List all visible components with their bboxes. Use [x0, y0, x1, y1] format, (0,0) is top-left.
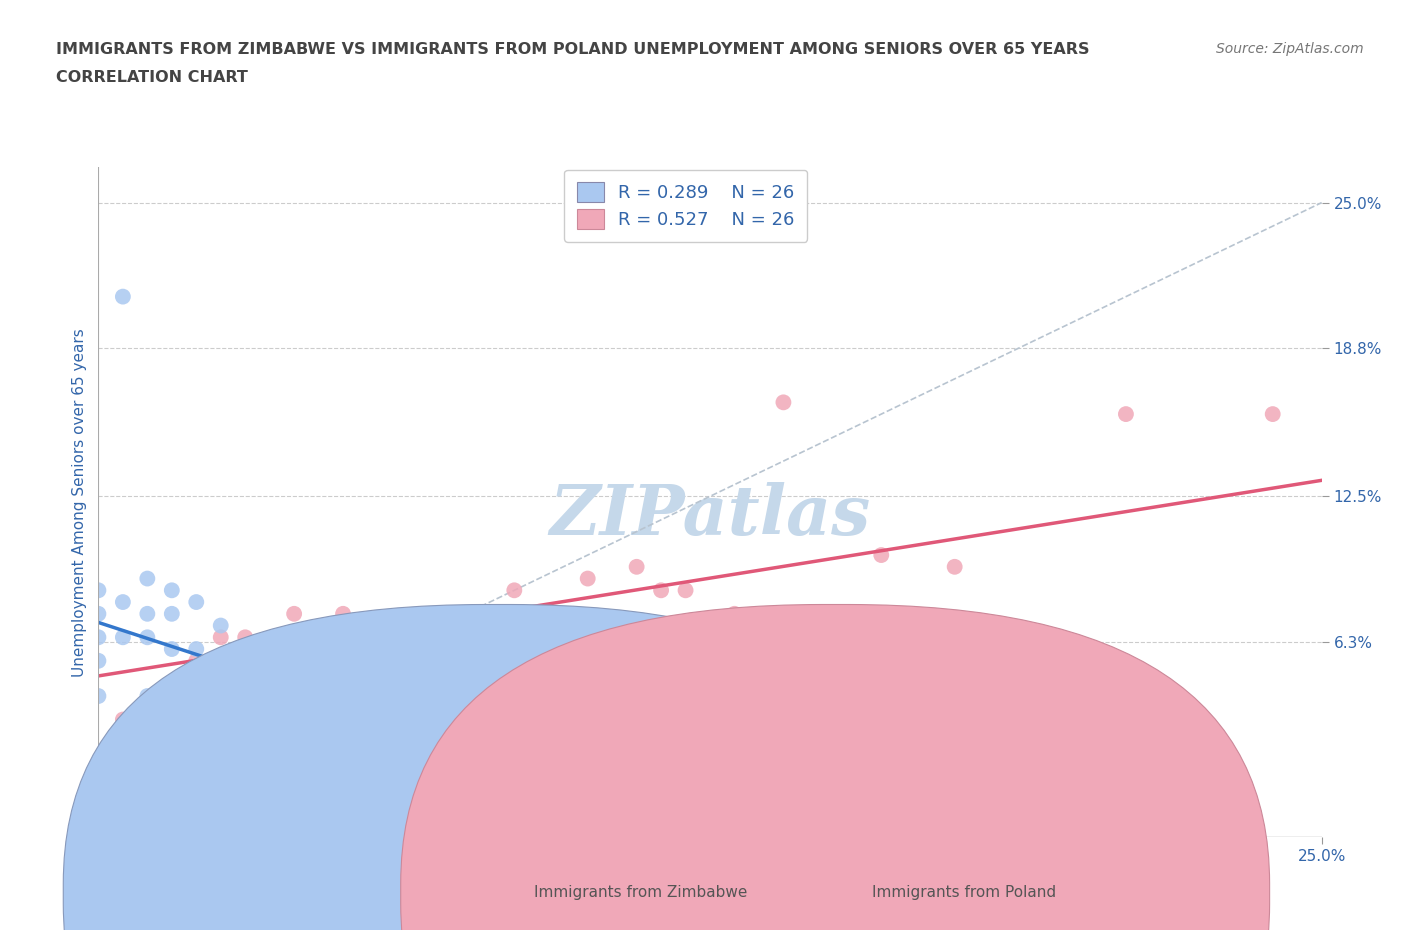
- Point: [233, 630, 256, 644]
- Point: [160, 583, 183, 598]
- Text: IMMIGRANTS FROM ZIMBABWE VS IMMIGRANTS FROM POLAND UNEMPLOYMENT AMONG SENIORS OV: IMMIGRANTS FROM ZIMBABWE VS IMMIGRANTS F…: [56, 42, 1090, 57]
- Point: [136, 606, 159, 621]
- Point: [136, 712, 159, 727]
- Y-axis label: Unemployment Among Seniors over 65 years: Unemployment Among Seniors over 65 years: [72, 328, 87, 677]
- Point: [160, 642, 183, 657]
- Point: [160, 606, 183, 621]
- Point: [111, 289, 134, 304]
- Point: [1115, 406, 1137, 421]
- Point: [209, 630, 232, 644]
- Point: [111, 594, 134, 609]
- Point: [430, 606, 453, 621]
- Point: [576, 571, 599, 586]
- Point: [87, 806, 110, 821]
- Point: [845, 654, 868, 669]
- Point: [186, 594, 208, 609]
- Point: [136, 688, 159, 703]
- Point: [87, 654, 110, 669]
- Point: [675, 583, 697, 598]
- Text: Source: ZipAtlas.com: Source: ZipAtlas.com: [1216, 42, 1364, 56]
- Text: ZIPatlas: ZIPatlas: [550, 482, 870, 550]
- Point: [209, 665, 232, 680]
- Point: [233, 712, 256, 727]
- Point: [259, 642, 281, 657]
- Point: [136, 571, 159, 586]
- Point: [186, 642, 208, 657]
- Point: [87, 688, 110, 703]
- Point: [186, 677, 208, 692]
- Point: [723, 606, 745, 621]
- Point: [209, 618, 232, 633]
- Point: [478, 606, 501, 621]
- Point: [650, 583, 672, 598]
- Point: [186, 712, 208, 727]
- Point: [332, 606, 354, 621]
- Point: [943, 559, 966, 574]
- Point: [283, 606, 305, 621]
- Point: [356, 654, 378, 669]
- Point: [87, 583, 110, 598]
- Text: CORRELATION CHART: CORRELATION CHART: [56, 70, 247, 85]
- Point: [1042, 712, 1064, 727]
- Point: [405, 630, 427, 644]
- Point: [160, 677, 183, 692]
- Point: [111, 712, 134, 727]
- Legend: R = 0.289    N = 26, R = 0.527    N = 26: R = 0.289 N = 26, R = 0.527 N = 26: [564, 170, 807, 242]
- Point: [870, 548, 893, 563]
- Point: [626, 559, 648, 574]
- Point: [87, 606, 110, 621]
- Point: [111, 630, 134, 644]
- Text: Immigrants from Zimbabwe: Immigrants from Zimbabwe: [534, 885, 748, 900]
- Point: [527, 618, 550, 633]
- Point: [136, 630, 159, 644]
- Point: [1261, 406, 1284, 421]
- Point: [503, 583, 526, 598]
- Point: [87, 630, 110, 644]
- Point: [381, 618, 404, 633]
- Text: Immigrants from Poland: Immigrants from Poland: [872, 885, 1056, 900]
- Point: [772, 395, 794, 410]
- Point: [233, 677, 256, 692]
- Point: [186, 654, 208, 669]
